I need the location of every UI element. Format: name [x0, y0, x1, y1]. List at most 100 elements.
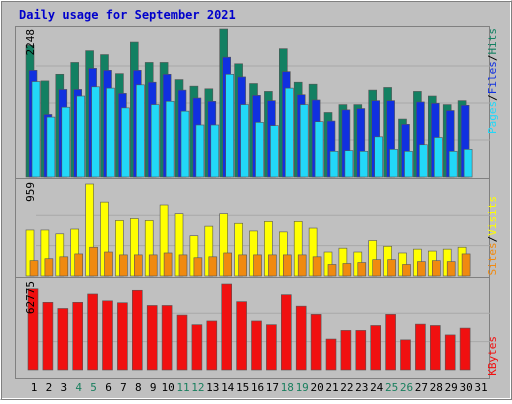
chart-title: Daily usage for September 2021	[19, 8, 236, 22]
bar-sites-day-16	[253, 254, 262, 277]
bar-pages-day-26	[404, 151, 413, 178]
bar-sites-day-2	[44, 258, 54, 277]
bar-sites-day-10	[163, 252, 173, 277]
bar-sites-day-19	[297, 254, 307, 277]
x-label-day-14: 14	[221, 381, 235, 394]
bar-kbytes-day-26	[400, 339, 411, 371]
x-label-day-18: 18	[281, 381, 294, 394]
bar-sites-day-14	[223, 252, 232, 277]
bar-pages-day-19	[299, 104, 309, 178]
kbytes-legend: KBytes	[486, 336, 499, 376]
bar-pages-day-15	[240, 104, 249, 178]
legend-sites: Sites	[486, 242, 499, 275]
bar-pages-day-20	[314, 121, 324, 178]
bar-kbytes-day-20	[310, 314, 322, 371]
x-label-day-12: 12	[191, 381, 204, 394]
x-label-day-6: 6	[105, 381, 112, 394]
x-label-day-3: 3	[60, 381, 67, 394]
bar-kbytes-day-18	[280, 294, 292, 371]
bar-pages-day-27	[419, 144, 428, 178]
bar-pages-day-6	[106, 87, 115, 178]
bar-kbytes-day-19	[295, 305, 307, 371]
x-label-day-22: 22	[340, 381, 353, 394]
x-label-day-4: 4	[75, 381, 82, 394]
bar-pages-day-2	[46, 116, 56, 178]
bar-pages-day-24	[374, 136, 384, 178]
x-label-day-13: 13	[206, 381, 219, 394]
x-label-day-19: 19	[296, 381, 309, 394]
x-label-day-5: 5	[90, 381, 97, 394]
bar-pages-day-1	[31, 81, 41, 178]
bar-kbytes-day-13	[206, 320, 218, 371]
bar-kbytes-day-6	[102, 300, 113, 371]
svg-text:Pages/Files/Hits: Pages/Files/Hits	[486, 28, 499, 134]
bar-kbytes-day-7	[117, 302, 128, 371]
x-label-day-10: 10	[161, 381, 174, 394]
bar-kbytes-day-12	[191, 324, 203, 371]
bar-kbytes-day-11	[176, 314, 188, 371]
legend-kbytes: KBytes	[486, 336, 499, 376]
bar-pages-day-3	[61, 106, 71, 178]
bar-pages-day-18	[284, 87, 294, 178]
bar-kbytes-day-1	[27, 288, 39, 371]
bar-sites-day-28	[431, 260, 441, 277]
bar-kbytes-day-23	[355, 330, 367, 371]
bar-sites-day-29	[446, 261, 456, 277]
bar-pages-day-11	[180, 110, 190, 178]
bar-pages-day-5	[91, 86, 100, 178]
svg-text:KBytes: KBytes	[486, 336, 499, 376]
hits-ymax-label: 2248	[24, 29, 37, 56]
bar-sites-day-15	[238, 254, 247, 277]
bar-kbytes-day-5	[87, 293, 98, 371]
bar-sites-day-3	[59, 256, 69, 277]
x-label-day-17: 17	[266, 381, 279, 394]
bar-pages-day-12	[195, 124, 205, 178]
bar-sites-day-4	[74, 253, 83, 277]
legend-files: Files	[486, 61, 499, 94]
bar-marks	[25, 28, 473, 371]
bar-pages-day-9	[150, 104, 160, 178]
bar-sites-day-17	[268, 254, 277, 277]
bar-sites-day-20	[312, 256, 322, 277]
bar-pages-day-29	[448, 151, 458, 178]
bar-sites-day-26	[402, 264, 411, 277]
bar-pages-day-17	[270, 125, 279, 178]
bar-kbytes-day-27	[415, 323, 426, 371]
legend-hits: Hits	[486, 28, 499, 55]
x-label-day-2: 2	[46, 381, 53, 394]
x-label-day-23: 23	[355, 381, 368, 394]
visits-legend: Sites/Visits	[486, 196, 499, 276]
bar-kbytes-day-8	[132, 289, 143, 371]
x-label-day-24: 24	[370, 381, 384, 394]
visits-ymax-label: 959	[24, 182, 37, 202]
bar-sites-day-27	[417, 261, 426, 277]
bar-sites-day-7	[119, 254, 128, 277]
bar-kbytes-day-14	[221, 283, 232, 371]
bar-pages-day-23	[359, 151, 369, 178]
x-label-day-20: 20	[310, 381, 323, 394]
bar-pages-day-10	[165, 100, 175, 178]
bar-sites-day-6	[104, 251, 113, 277]
x-label-day-31: 31	[474, 381, 487, 394]
bar-kbytes-day-25	[385, 314, 396, 371]
bar-pages-day-13	[210, 124, 220, 178]
bar-kbytes-day-15	[236, 301, 247, 371]
x-label-day-25: 25	[385, 381, 398, 394]
bar-sites-day-9	[148, 254, 158, 277]
hits-legend: Pages/Files/Hits	[486, 28, 499, 134]
bar-pages-day-25	[389, 149, 398, 178]
bar-pages-day-14	[225, 73, 234, 178]
bar-sites-day-1	[29, 260, 39, 277]
bar-pages-day-21	[329, 151, 339, 178]
x-label-day-8: 8	[135, 381, 142, 394]
bar-pages-day-28	[433, 137, 443, 178]
bar-pages-day-22	[344, 150, 354, 178]
bar-kbytes-day-28	[429, 325, 441, 371]
bar-sites-day-25	[387, 259, 396, 277]
bar-sites-day-21	[327, 264, 337, 277]
kbytes-ymax-label: 62775	[24, 281, 37, 314]
bar-kbytes-day-22	[340, 330, 352, 371]
bar-sites-day-23	[357, 262, 367, 277]
x-label-day-21: 21	[325, 381, 338, 394]
